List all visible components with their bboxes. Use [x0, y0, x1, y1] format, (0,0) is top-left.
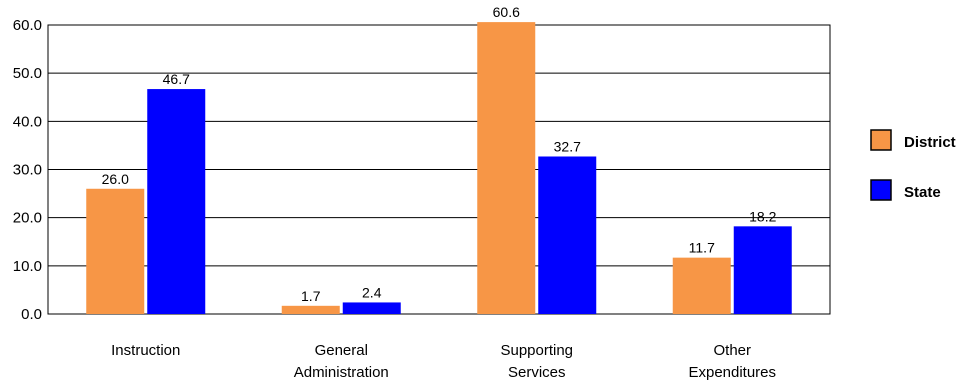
- legend-label-state: State: [904, 184, 941, 201]
- data-label: 32.7: [554, 138, 581, 154]
- bar-district: [86, 189, 144, 314]
- data-label: 11.7: [689, 240, 715, 256]
- bar-district: [673, 258, 731, 314]
- bar-district: [477, 22, 535, 314]
- data-label: 26.0: [102, 171, 129, 187]
- category-labels: Instruction General Administration Supporti…: [111, 342, 776, 381]
- category-label: Instruction: [111, 342, 180, 359]
- data-label: 46.7: [163, 71, 190, 87]
- data-label: 60.6: [493, 4, 520, 20]
- y-tick-label: 10.0: [13, 258, 42, 275]
- y-tick-label: 30.0: [13, 162, 42, 179]
- y-tick-label: 50.0: [13, 65, 42, 82]
- data-label: 1.7: [301, 288, 321, 304]
- category-label: General: [315, 342, 368, 359]
- category-label: Supporting: [500, 342, 573, 359]
- y-axis-ticks: 0.0 10.0 20.0 30.0 40.0 50.0 60.0: [13, 17, 42, 323]
- category-label: Administration: [294, 364, 389, 381]
- category-label: Expenditures: [688, 364, 776, 381]
- y-tick-label: 60.0: [13, 17, 42, 34]
- bar-state: [734, 226, 792, 314]
- bar-state: [538, 156, 596, 314]
- data-label: 18.2: [749, 208, 776, 224]
- y-tick-label: 40.0: [13, 113, 42, 130]
- legend-swatch-state: [871, 180, 891, 200]
- bar-state: [343, 302, 401, 314]
- bar-state: [147, 89, 205, 314]
- y-tick-label: 0.0: [21, 306, 42, 323]
- category-label: Other: [713, 342, 751, 359]
- data-label: 2.4: [362, 284, 382, 300]
- legend-label-district: District: [904, 134, 956, 151]
- bar-district: [282, 306, 340, 314]
- legend-swatch-district: [871, 130, 891, 150]
- legend: District State: [871, 130, 956, 201]
- category-label: Services: [508, 364, 566, 381]
- y-tick-label: 20.0: [13, 210, 42, 227]
